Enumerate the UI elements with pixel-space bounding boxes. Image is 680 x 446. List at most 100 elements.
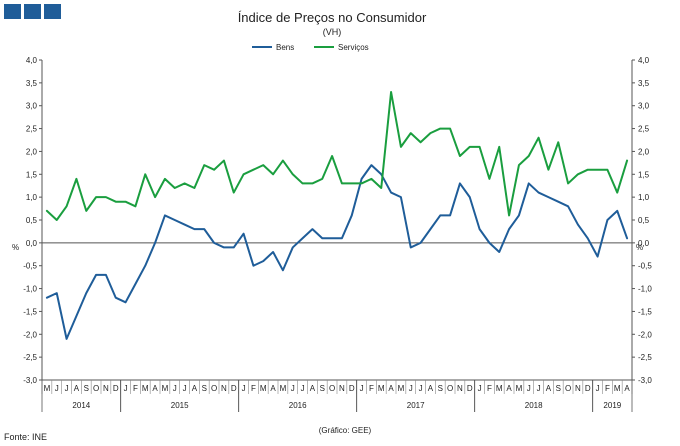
y-ticks: -3,0 -3,0 -2,5 -2,5 -2,0 -2,0 -1,5 -1,5 -1,0 -1,0… bbox=[23, 56, 652, 385]
logo-square bbox=[24, 4, 41, 19]
x-month-label: M bbox=[44, 384, 51, 393]
y-tick-label-left: 0,5 bbox=[26, 216, 38, 225]
x-year-label: 2016 bbox=[289, 401, 307, 410]
x-month-label: D bbox=[349, 384, 355, 393]
chart-title: Índice de Preços no Consumidor bbox=[238, 10, 427, 25]
x-month-label: J bbox=[596, 384, 600, 393]
y-tick-label-right: -1,5 bbox=[638, 307, 652, 316]
y-tick-label-right: -2,0 bbox=[638, 330, 652, 339]
x-month-label: J bbox=[291, 384, 295, 393]
series-layer bbox=[45, 91, 629, 340]
x-month-label: M bbox=[142, 384, 149, 393]
x-month-label: J bbox=[527, 384, 531, 393]
y-tick-label-left: 3,0 bbox=[26, 102, 38, 111]
x-month-label: J bbox=[124, 384, 128, 393]
x-month-label: O bbox=[565, 384, 571, 393]
y-tick-label-left: 3,5 bbox=[26, 79, 38, 88]
y-tick-label-right: 1,0 bbox=[638, 193, 650, 202]
x-month-label: J bbox=[173, 384, 177, 393]
x-month-label: D bbox=[231, 384, 237, 393]
x-year-label: 2014 bbox=[72, 401, 90, 410]
y-tick-label-left: -1,0 bbox=[23, 285, 37, 294]
x-month-label: J bbox=[183, 384, 187, 393]
x-month-label: F bbox=[487, 384, 492, 393]
x-month-label: A bbox=[192, 384, 198, 393]
x-month-label: O bbox=[211, 384, 217, 393]
y-tick-label-left: -3,0 bbox=[23, 376, 37, 385]
x-month-label: M bbox=[260, 384, 267, 393]
x-month-label: S bbox=[556, 384, 561, 393]
x-month-label: M bbox=[280, 384, 287, 393]
x-month-label: F bbox=[605, 384, 610, 393]
x-month-label: F bbox=[369, 384, 374, 393]
x-month-label: J bbox=[301, 384, 305, 393]
y-tick-label-right: 2,0 bbox=[638, 147, 650, 156]
x-month-label: J bbox=[65, 384, 69, 393]
y-tick-label-left: 4,0 bbox=[26, 56, 38, 65]
x-year-label: 2019 bbox=[603, 401, 621, 410]
y-tick-label-right: -3,0 bbox=[638, 376, 652, 385]
x-month-label: F bbox=[133, 384, 138, 393]
x-month-label: N bbox=[575, 384, 581, 393]
y-tick-label-right: 0,5 bbox=[638, 216, 650, 225]
x-month-label: J bbox=[478, 384, 482, 393]
x-month-label: J bbox=[419, 384, 423, 393]
y-tick-label-right: 0,0 bbox=[638, 239, 650, 248]
x-month-label: S bbox=[84, 384, 89, 393]
legend-label-servicos: Serviços bbox=[338, 43, 369, 52]
x-month-label: O bbox=[93, 384, 99, 393]
y-tick-label-left: 0,0 bbox=[26, 239, 38, 248]
y-tick-label-left: -1,5 bbox=[23, 307, 37, 316]
y-tick-label-right: -2,5 bbox=[638, 353, 652, 362]
x-month-label: S bbox=[438, 384, 443, 393]
y-tick-label-left: 2,0 bbox=[26, 147, 38, 156]
y-tick-label-right: -0,5 bbox=[638, 262, 652, 271]
x-month-label: M bbox=[496, 384, 503, 393]
x-year-label: 2018 bbox=[525, 401, 543, 410]
y-tick-label-right: 4,0 bbox=[638, 56, 650, 65]
x-month-label: D bbox=[113, 384, 119, 393]
x-month-label: A bbox=[506, 384, 512, 393]
x-month-label: M bbox=[398, 384, 405, 393]
x-month-label: N bbox=[103, 384, 109, 393]
logo-square bbox=[4, 4, 21, 19]
x-month-label: J bbox=[55, 384, 59, 393]
y-tick-label-left: 1,5 bbox=[26, 170, 38, 179]
chart-subtitle: (VH) bbox=[323, 27, 342, 37]
x-month-label: M bbox=[516, 384, 523, 393]
x-month-label: N bbox=[221, 384, 227, 393]
series-line-bens bbox=[45, 164, 629, 340]
x-month-label: S bbox=[202, 384, 207, 393]
x-month-label: J bbox=[537, 384, 541, 393]
x-month-label: J bbox=[360, 384, 364, 393]
x-month-label: J bbox=[409, 384, 413, 393]
x-month-label: A bbox=[310, 384, 316, 393]
x-month-label: A bbox=[546, 384, 552, 393]
source-note: Fonte: INE bbox=[4, 432, 47, 442]
legend-label-bens: Bens bbox=[276, 43, 294, 52]
gee-logo-squares-icon bbox=[4, 4, 61, 19]
y-tick-label-left: -0,5 bbox=[23, 262, 37, 271]
y-tick-label-right: 2,5 bbox=[638, 125, 650, 134]
x-month-label: A bbox=[152, 384, 158, 393]
x-month-label: F bbox=[251, 384, 256, 393]
y-tick-label-left: 1,0 bbox=[26, 193, 38, 202]
y-unit-left: % bbox=[12, 243, 19, 252]
x-month-label: M bbox=[162, 384, 169, 393]
y-tick-label-left: 2,5 bbox=[26, 125, 38, 134]
logo-square bbox=[44, 4, 61, 19]
x-month-label: N bbox=[339, 384, 345, 393]
x-month-label: A bbox=[624, 384, 630, 393]
series-line-servicos bbox=[45, 91, 629, 221]
x-month-label: A bbox=[388, 384, 394, 393]
x-month-label: M bbox=[378, 384, 385, 393]
x-month-label: A bbox=[74, 384, 80, 393]
x-month-label: S bbox=[320, 384, 325, 393]
x-year-label: 2015 bbox=[171, 401, 189, 410]
y-tick-label-right: 1,5 bbox=[638, 170, 650, 179]
y-tick-label-right: 3,5 bbox=[638, 79, 650, 88]
y-tick-label-left: -2,5 bbox=[23, 353, 37, 362]
x-month-label: A bbox=[428, 384, 434, 393]
